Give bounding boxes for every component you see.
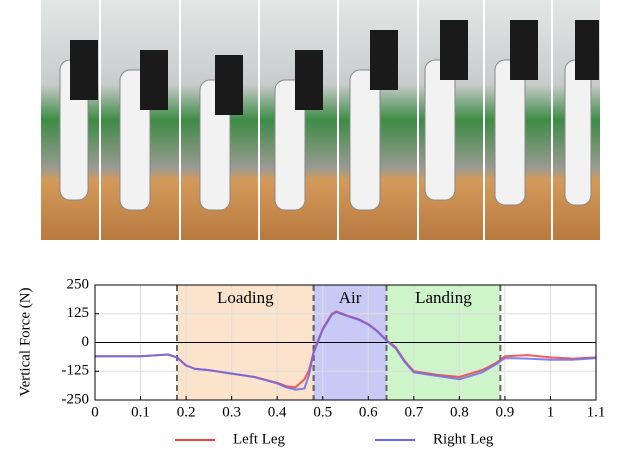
x-tick-label: 0.9 [496, 404, 515, 420]
x-tick-label: 0 [91, 404, 99, 420]
x-tick-label: 0.1 [131, 404, 150, 420]
y-tick-label: 125 [67, 305, 90, 321]
x-tick-label: 0.7 [404, 404, 423, 420]
x-tick-label: 0.5 [313, 404, 332, 420]
legend-label: Left Leg [233, 431, 286, 447]
photo-strip [41, 0, 600, 240]
y-tick-label: -250 [62, 391, 90, 407]
x-tick-label: 1 [547, 404, 555, 420]
y-tick-label: 0 [82, 334, 90, 350]
phase-label: Landing [415, 288, 472, 307]
phase-label: Loading [217, 288, 274, 307]
y-axis-label: Vertical Force (N) [17, 287, 33, 396]
series-line [95, 311, 597, 391]
x-tick-label: 0.8 [450, 404, 469, 420]
x-tick-label: 1.1 [587, 404, 606, 420]
legend-label: Right Leg [433, 431, 494, 447]
y-tick-label: -125 [62, 363, 90, 379]
phase-label: Air [339, 288, 362, 307]
x-tick-label: 0.3 [222, 404, 241, 420]
x-tick-label: 0.4 [268, 404, 287, 420]
x-tick-label: 0.2 [177, 404, 196, 420]
y-tick-label: 250 [67, 276, 90, 292]
x-tick-label: 0.6 [359, 404, 378, 420]
